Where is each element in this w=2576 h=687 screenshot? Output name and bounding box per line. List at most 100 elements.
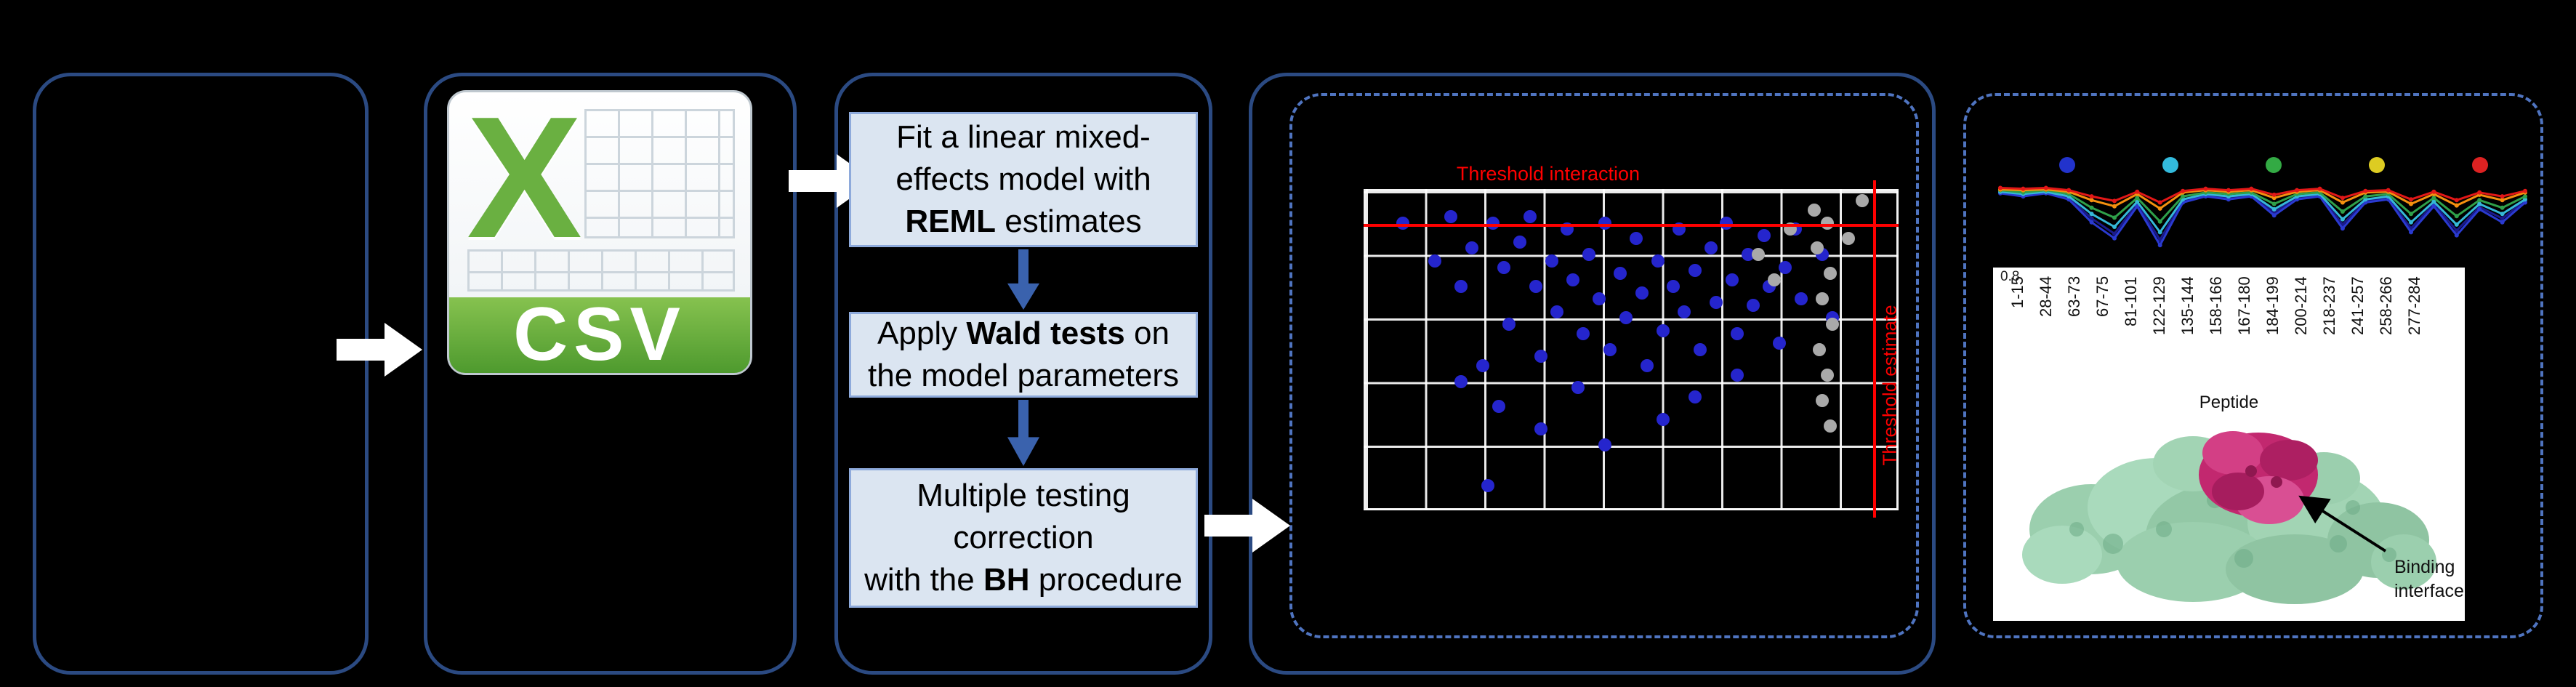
uptake-marker xyxy=(2043,185,2048,190)
nonsignificant-data-point xyxy=(1813,343,1827,356)
uptake-marker xyxy=(2409,220,2413,225)
uptake-marker xyxy=(2112,225,2117,229)
significant-data-point xyxy=(1593,292,1606,306)
significant-data-point xyxy=(1630,232,1643,246)
peptide-tick-label: 167-180 xyxy=(2235,276,2253,335)
uptake-marker xyxy=(2089,220,2094,225)
significant-data-point xyxy=(1550,305,1563,318)
significant-data-point xyxy=(1651,254,1665,268)
results-plot-group xyxy=(1289,93,1919,638)
significant-data-point xyxy=(1571,381,1585,395)
step-text-line: REML estimates xyxy=(905,204,1142,239)
significant-data-point xyxy=(1582,248,1595,262)
step-text-line: Fit a linear mixed- xyxy=(896,119,1151,155)
uptake-marker xyxy=(2477,198,2482,203)
uptake-series-orange xyxy=(2000,188,2526,210)
significant-data-point xyxy=(1757,229,1771,243)
nonsignificant-data-point xyxy=(1856,194,1869,208)
timepoint-dot-icon xyxy=(2369,157,2385,173)
binding-interface-label: Binding interface xyxy=(2394,557,2464,601)
uptake-marker xyxy=(2157,243,2162,248)
uptake-marker xyxy=(2135,196,2140,201)
peptide-tick-label: 241-257 xyxy=(2348,276,2367,335)
uptake-marker xyxy=(2431,199,2436,204)
peptide-tick-label: 158-166 xyxy=(2207,276,2225,335)
uptake-marker xyxy=(2523,188,2527,193)
significant-data-point xyxy=(1778,260,1792,274)
flow-arrow-icon xyxy=(1204,499,1290,553)
uptake-marker xyxy=(2523,194,2527,199)
step-reml-box: Fit a linear mixed- effects model with R… xyxy=(849,112,1198,247)
nonsignificant-data-point xyxy=(1810,241,1824,255)
significant-data-point xyxy=(1476,358,1489,372)
uptake-marker xyxy=(2135,204,2140,209)
down-arrow-icon xyxy=(1007,400,1039,466)
significant-data-point xyxy=(1454,374,1468,388)
significant-data-point xyxy=(1640,358,1654,372)
uptake-series-navy xyxy=(2000,191,2526,241)
uptake-marker xyxy=(2089,212,2094,217)
uptake-marker xyxy=(2340,217,2345,222)
peptide-tick-label: 28-44 xyxy=(2037,276,2055,318)
uptake-marker xyxy=(2089,194,2094,199)
nonsignificant-data-point xyxy=(1823,267,1837,281)
uptake-marker xyxy=(2431,204,2436,209)
uptake-marker xyxy=(2454,198,2459,203)
uptake-marker xyxy=(2477,201,2482,206)
peptide-tick-label: 184-199 xyxy=(2263,276,2282,335)
significant-data-point xyxy=(1704,241,1718,255)
uptake-marker xyxy=(2340,200,2345,205)
peptide-tick-label: 67-75 xyxy=(2093,276,2112,318)
uptake-marker xyxy=(2295,197,2300,202)
uptake-marker xyxy=(2089,216,2094,221)
uptake-marker xyxy=(2271,192,2277,197)
nonsignificant-data-point xyxy=(1823,419,1837,433)
model-steps-panel xyxy=(834,73,1212,675)
significant-data-point xyxy=(1725,273,1739,287)
uptake-marker xyxy=(2500,220,2505,225)
spreadsheet-grid xyxy=(467,249,736,292)
significant-data-point xyxy=(1502,318,1516,332)
uptake-marker xyxy=(2500,212,2505,217)
significant-data-point xyxy=(1465,241,1478,255)
significant-data-point xyxy=(1667,279,1681,293)
uptake-series-green xyxy=(2000,189,2526,223)
uptake-marker xyxy=(2409,197,2413,202)
significant-data-point xyxy=(1486,216,1500,230)
timepoint-dot-icon xyxy=(2059,157,2075,173)
binding-interface-region xyxy=(2199,431,2318,524)
significant-data-point xyxy=(1481,479,1494,493)
uptake-marker xyxy=(2295,188,2300,193)
input-data-panel xyxy=(424,73,797,675)
results-structure-group xyxy=(1963,93,2543,638)
significant-data-point xyxy=(1444,209,1457,223)
csv-page: X CSV xyxy=(447,81,752,377)
significant-data-point xyxy=(1492,400,1505,414)
nonsignificant-data-point xyxy=(1826,318,1840,332)
uptake-marker xyxy=(2226,188,2231,193)
timepoint-dot-icon xyxy=(2162,157,2178,173)
significant-data-point xyxy=(1731,368,1744,382)
uptake-marker xyxy=(2066,188,2072,193)
threshold-estimate-label: Threshold estimate xyxy=(1878,305,1901,466)
peptide-tick-label: 122-129 xyxy=(2150,276,2168,335)
significant-data-point xyxy=(1598,438,1611,451)
output-panel xyxy=(1249,73,1936,675)
uptake-marker xyxy=(2500,194,2505,199)
uptake-marker xyxy=(2454,214,2459,219)
experiment-panel xyxy=(33,73,369,675)
significant-data-point xyxy=(1693,343,1707,356)
down-arrow-icon xyxy=(1007,249,1039,310)
peptide-tick-label: 81-101 xyxy=(2122,276,2140,326)
significant-data-point xyxy=(1688,264,1702,277)
uptake-marker xyxy=(2340,226,2345,231)
significant-data-point xyxy=(1428,254,1441,268)
excel-x-logo: X xyxy=(467,81,582,274)
significant-data-point xyxy=(1396,216,1410,230)
significant-data-point xyxy=(1720,216,1734,230)
significant-data-point xyxy=(1603,343,1617,356)
step-text-line: effects model with xyxy=(895,161,1151,197)
peptide-tick-label: 200-214 xyxy=(2292,276,2310,335)
uptake-marker xyxy=(2363,188,2368,193)
step-wald-box: Apply Wald tests on the model parameters xyxy=(849,312,1198,398)
